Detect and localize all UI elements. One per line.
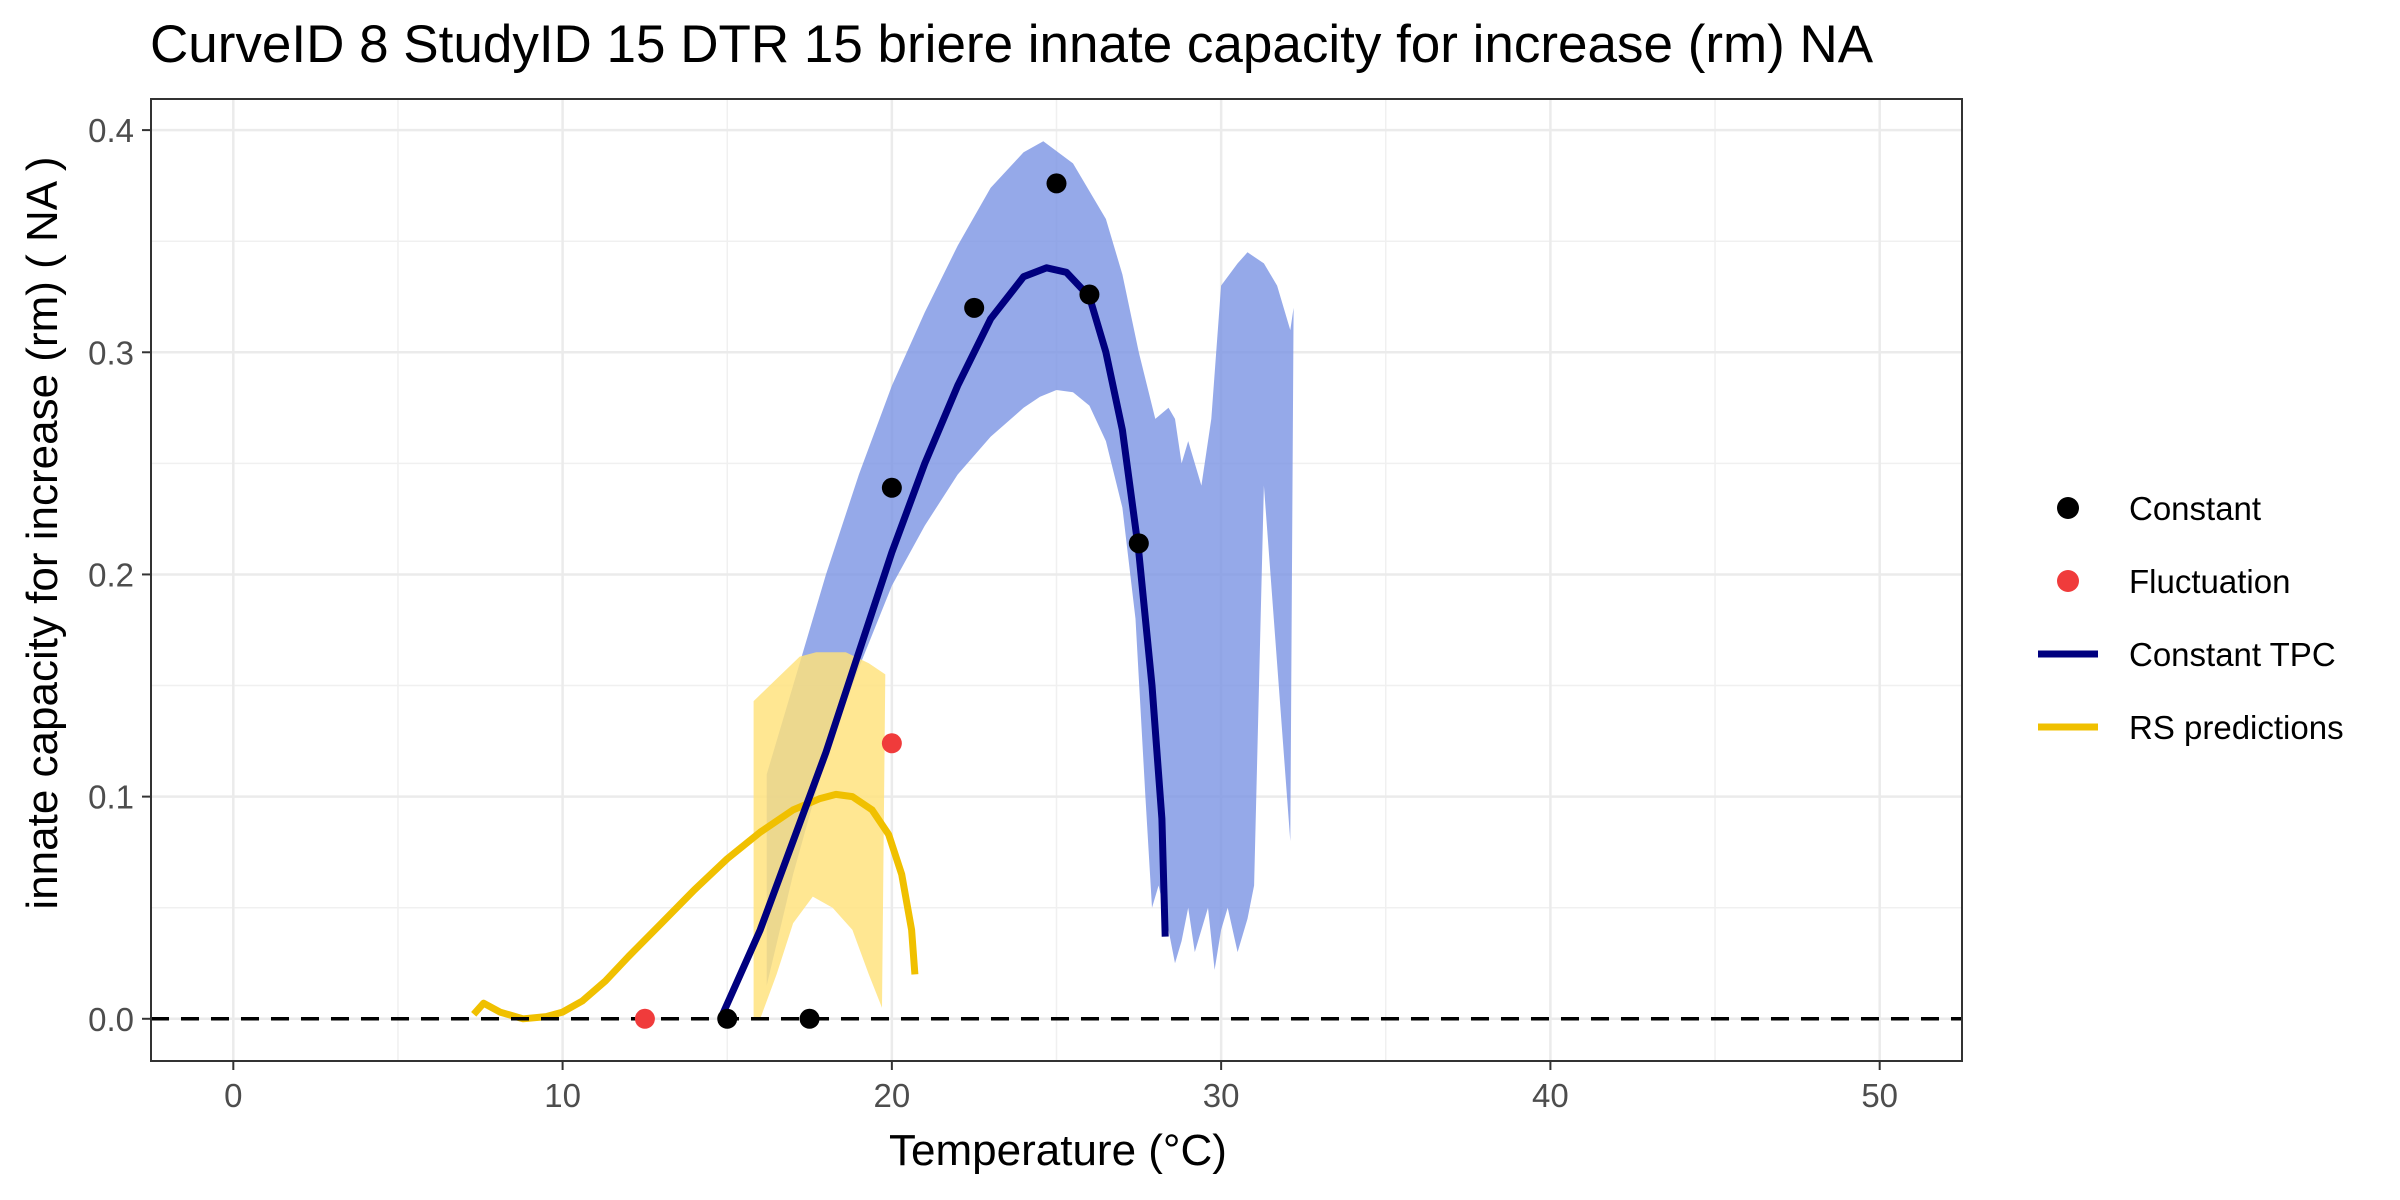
y-axis-ticks: 0.0 0.1 0.2 0.3 0.4	[88, 112, 151, 1038]
x-tick-label: 40	[1532, 1077, 1569, 1114]
fluctuation-point	[881, 733, 902, 754]
rs-predictions-band	[753, 652, 886, 1019]
rs-predictions-line	[471, 790, 919, 1023]
legend-label: Constant	[2129, 490, 2261, 527]
x-axis-title: Temperature (°C)	[889, 1126, 1227, 1175]
y-tick-label: 0.3	[88, 334, 134, 371]
constant-point	[1046, 173, 1067, 194]
legend: Constant Fluctuation Constant TPC RS predic…	[2038, 490, 2344, 746]
legend-item: Constant TPC	[2038, 636, 2336, 673]
y-tick-label: 0.2	[88, 556, 134, 593]
constant-point	[1128, 533, 1149, 554]
constant-point	[799, 1008, 820, 1029]
y-tick-label: 0.4	[88, 112, 134, 149]
y-tick-label: 0.1	[88, 779, 134, 816]
fluctuation-point	[634, 1008, 655, 1029]
constant-point	[1079, 284, 1100, 305]
legend-item: Fluctuation	[2057, 563, 2290, 600]
data-points	[634, 173, 1149, 1029]
legend-item: Constant	[2057, 490, 2261, 527]
legend-key	[2057, 497, 2079, 519]
legend-label: Fluctuation	[2129, 563, 2290, 600]
y-axis-title: innate capacity for increase (rm) ( NA )	[18, 156, 67, 909]
legend-label: Constant TPC	[2129, 636, 2336, 673]
constant-point	[881, 477, 902, 498]
plot-border	[150, 98, 1963, 1062]
legend-label: RS predictions	[2129, 709, 2344, 746]
legend-item: RS predictions	[2038, 709, 2344, 746]
constant-point	[717, 1008, 738, 1029]
constant-point	[964, 297, 985, 318]
x-axis-ticks: 0 10 20 30 40 50	[224, 1061, 1898, 1114]
chart-title: CurveID 8 StudyID 15 DTR 15 briere innat…	[150, 15, 1874, 74]
y-tick-label: 0.0	[88, 1001, 134, 1038]
x-tick-label: 20	[874, 1077, 911, 1114]
legend-key	[2057, 570, 2079, 592]
x-tick-label: 30	[1203, 1077, 1240, 1114]
x-tick-label: 50	[1861, 1077, 1898, 1114]
x-tick-label: 10	[544, 1077, 581, 1114]
x-tick-label: 0	[224, 1077, 242, 1114]
plot-frame	[150, 98, 1963, 1062]
